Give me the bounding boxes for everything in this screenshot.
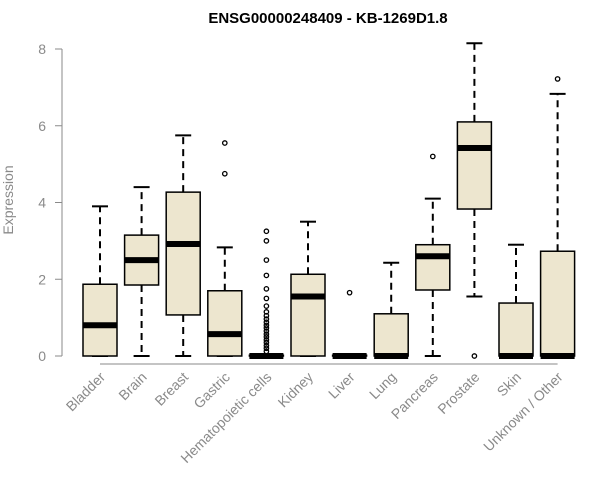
outlier-point bbox=[263, 319, 270, 326]
boxes-group bbox=[82, 42, 576, 359]
x-tick-label: Lung bbox=[366, 369, 399, 402]
box-iqr bbox=[456, 121, 493, 210]
outlier-point bbox=[263, 295, 270, 302]
box-3 bbox=[207, 140, 243, 357]
x-tick-label: Brain bbox=[115, 369, 149, 403]
box-0 bbox=[82, 205, 118, 357]
box-iqr bbox=[539, 250, 576, 357]
box-4 bbox=[248, 228, 285, 359]
x-tick-label: Bladder bbox=[63, 369, 109, 415]
outlier-point bbox=[221, 140, 228, 146]
y-tick-label: 2 bbox=[38, 271, 46, 287]
outlier-point bbox=[263, 339, 270, 346]
outlier-point bbox=[263, 331, 270, 337]
y-axis-label: Expression bbox=[0, 165, 16, 234]
box-iqr bbox=[415, 243, 451, 291]
outlier-point bbox=[263, 309, 270, 315]
chart-title: ENSG00000248409 - KB-1269D1.8 bbox=[208, 10, 447, 27]
box-9 bbox=[456, 42, 493, 359]
outlier-point bbox=[221, 170, 228, 177]
x-tick-label: Kidney bbox=[275, 369, 317, 411]
outlier-point bbox=[263, 328, 270, 334]
outlier-point bbox=[263, 322, 270, 329]
outlier-point bbox=[263, 238, 270, 244]
x-tick-label: Prostate bbox=[434, 369, 482, 417]
box-iqr bbox=[498, 302, 534, 357]
x-tick-label: Liver bbox=[325, 369, 358, 402]
outlier-point bbox=[263, 272, 270, 279]
outlier-point bbox=[263, 316, 270, 323]
x-tick-label: Unknown / Other bbox=[480, 369, 566, 455]
box-iqr bbox=[82, 283, 118, 357]
outlier-point bbox=[263, 342, 270, 349]
x-tick-label: Skin bbox=[494, 369, 525, 400]
outlier-point bbox=[429, 153, 436, 160]
outlier-point bbox=[263, 228, 270, 235]
box-8 bbox=[415, 153, 451, 357]
box-iqr bbox=[373, 313, 409, 357]
box-iqr bbox=[207, 290, 243, 357]
box-7 bbox=[373, 261, 409, 359]
outlier-point bbox=[471, 353, 478, 359]
outlier-point bbox=[263, 285, 270, 292]
box-iqr bbox=[165, 191, 201, 316]
outlier-point bbox=[263, 303, 270, 309]
box-iqr bbox=[290, 273, 326, 357]
x-tick-label: Breast bbox=[151, 369, 191, 409]
y-tick-label: 4 bbox=[38, 195, 46, 211]
outlier-point bbox=[263, 345, 270, 352]
y-tick-label: 6 bbox=[38, 118, 46, 134]
outlier-point bbox=[263, 257, 270, 263]
outlier-point bbox=[263, 325, 270, 331]
box-1 bbox=[123, 186, 160, 357]
y-tick-label: 8 bbox=[38, 41, 46, 57]
box-6 bbox=[331, 289, 368, 359]
outlier-point bbox=[263, 337, 270, 343]
box-11 bbox=[539, 76, 576, 359]
box-5 bbox=[290, 220, 326, 357]
box-2 bbox=[165, 134, 201, 357]
outlier-point bbox=[263, 333, 270, 340]
y-tick-label: 0 bbox=[38, 348, 46, 364]
outlier-point bbox=[263, 348, 270, 355]
box-10 bbox=[498, 243, 534, 359]
y-axis: 0 2 4 6 8 bbox=[38, 41, 63, 364]
outlier-point bbox=[554, 76, 561, 82]
outlier-point bbox=[346, 289, 353, 296]
